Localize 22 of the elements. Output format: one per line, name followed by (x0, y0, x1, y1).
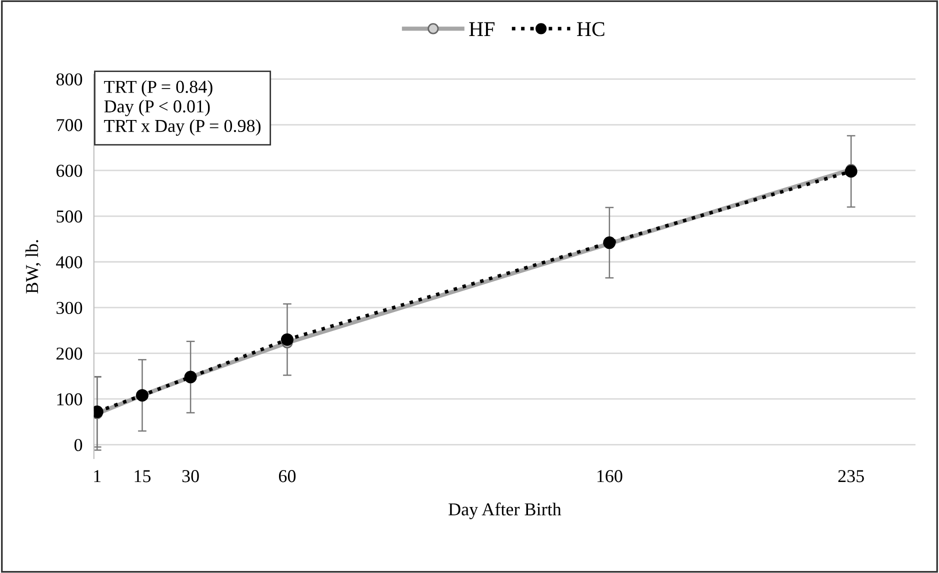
legend-label: HC (577, 22, 604, 36)
x-tick-label: 160 (597, 470, 622, 482)
x-tick-label: 60 (278, 470, 296, 482)
y-axis-title: BW, lb. (25, 240, 41, 294)
y-tick-label: 100 (57, 393, 82, 406)
y-tick-label: 800 (56, 73, 82, 86)
y-tick-label: 200 (56, 348, 82, 360)
x-tick-label: 1 (94, 470, 101, 482)
y-tick-label: 0 (74, 438, 82, 452)
x-tick-label: 30 (182, 470, 199, 482)
annotation: TRT (P = 0.84) Day (P < 0.01) TRT x Day (P = 0.98) (104, 80, 261, 136)
legend-label: HF (469, 22, 494, 36)
y-tick-label: 600 (56, 164, 82, 177)
point (844, 165, 858, 178)
y-tick-label: 700 (56, 119, 82, 132)
y-tick-label: 500 (56, 210, 82, 223)
y-tick-label: 400 (56, 256, 82, 268)
x-axis-title: Day After Birth (448, 502, 562, 520)
y-tick-label: 300 (56, 302, 82, 314)
point (280, 333, 294, 346)
x-tick-label: 235 (838, 470, 864, 482)
x-tick-label: 15 (134, 470, 151, 482)
